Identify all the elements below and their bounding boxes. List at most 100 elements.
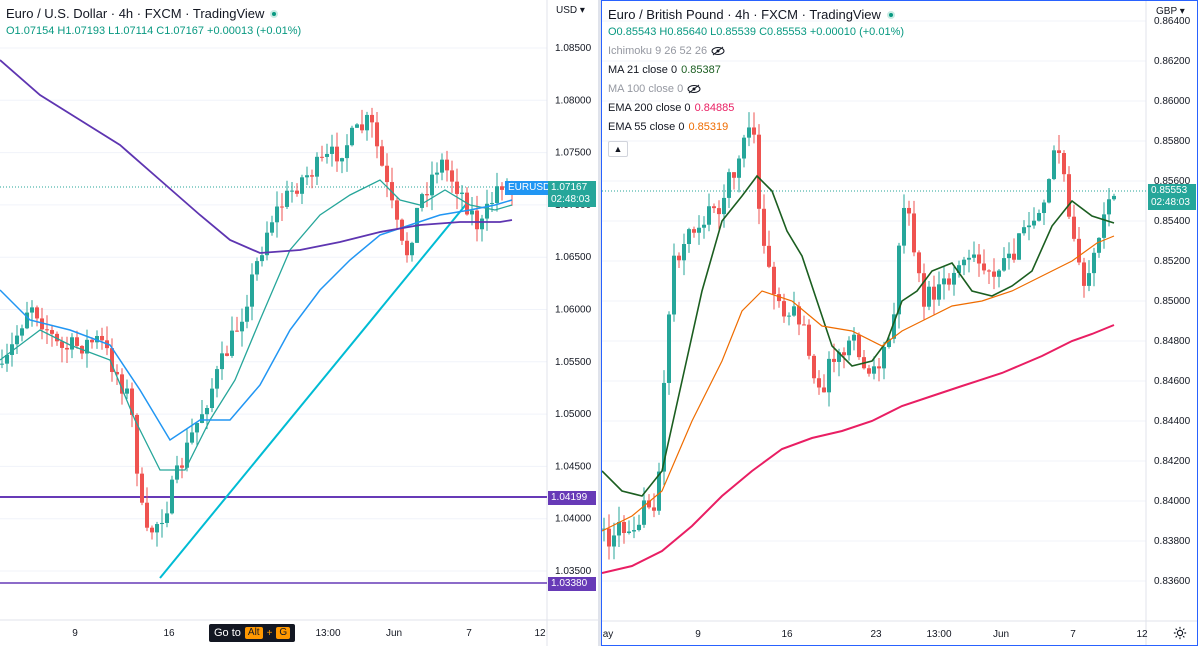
candle-body bbox=[742, 137, 746, 159]
eurgbp-currency-label[interactable]: GBP ▾ bbox=[1156, 6, 1185, 17]
candle-body bbox=[385, 165, 389, 183]
candle-body bbox=[1092, 252, 1096, 274]
candle-body bbox=[1002, 258, 1006, 271]
eurgbp-chart-panel[interactable]: 0.86400 0.86200 0.86000 0.85800 0.85600 0.854… bbox=[601, 0, 1198, 646]
time-tick-label: 23 bbox=[870, 629, 882, 640]
candle-body bbox=[150, 527, 154, 533]
hidden-eye-icon[interactable] bbox=[711, 46, 725, 56]
price-tick-label: 0.84400 bbox=[1154, 416, 1191, 427]
candle-body bbox=[0, 363, 4, 365]
eurusd-currency-label[interactable]: USD ▾ bbox=[556, 5, 585, 16]
candle-body bbox=[962, 259, 966, 266]
candle-body bbox=[255, 261, 259, 275]
alt-key: Alt bbox=[244, 627, 263, 639]
candle-body bbox=[1097, 237, 1101, 253]
goto-date-button[interactable]: Go to Alt + G bbox=[209, 624, 296, 642]
time-tick-label: 7 bbox=[466, 628, 472, 639]
eurgbp-symbol-title[interactable]: Euro / British Pound · 4h · FXCM · Tradi… bbox=[608, 7, 904, 23]
ema55-line bbox=[602, 235, 1115, 532]
candle-body bbox=[1112, 195, 1116, 200]
eurgbp-ohlc-values: O0.85543 H0.85640 L0.85539 C0.85553 +0.0… bbox=[608, 26, 905, 38]
eurusd-chart-panel[interactable]: 1.085001.080001.075001.070001.065001.060… bbox=[0, 0, 598, 646]
candle-body bbox=[832, 358, 836, 362]
candle-body bbox=[612, 535, 616, 547]
candle-body bbox=[1017, 233, 1021, 260]
eurgbp-chart-canvas[interactable]: 0.86400 0.86200 0.86000 0.85800 0.85600 0.854… bbox=[602, 1, 1198, 646]
candle-body bbox=[185, 442, 189, 468]
eurusd-chart-canvas[interactable]: 1.085001.080001.075001.070001.065001.060… bbox=[0, 0, 598, 646]
candle-body bbox=[455, 181, 459, 194]
market-open-dot-icon bbox=[270, 10, 279, 18]
candle-body bbox=[782, 301, 786, 317]
candle-body bbox=[897, 245, 901, 315]
candle-body bbox=[305, 175, 309, 178]
price-tick-label: 1.08500 bbox=[555, 43, 592, 54]
time-tick-label: 16 bbox=[163, 628, 175, 639]
candle-body bbox=[947, 278, 951, 285]
indicator-row[interactable]: MA 21 close 0 0.85387 bbox=[608, 62, 904, 78]
candle-body bbox=[135, 414, 139, 474]
candle-body bbox=[40, 318, 44, 330]
candle-body bbox=[315, 156, 319, 177]
candle-body bbox=[125, 388, 129, 394]
eurgbp-legend: Euro / British Pound · 4h · FXCM · Tradi… bbox=[608, 7, 904, 157]
time-tick-label: Jun bbox=[993, 629, 1009, 640]
level-1-tag: 1.04199 bbox=[548, 491, 596, 505]
candle-body bbox=[942, 278, 946, 285]
candle-body bbox=[822, 387, 826, 393]
candle-body bbox=[50, 330, 54, 334]
ma-fast-line bbox=[0, 179, 513, 471]
time-tick-label: 9 bbox=[72, 628, 78, 639]
gear-icon[interactable] bbox=[1173, 626, 1187, 640]
candle-body bbox=[245, 306, 249, 322]
candle-body bbox=[952, 272, 956, 285]
price-tick-label: 0.85400 bbox=[1154, 216, 1191, 227]
candle-body bbox=[917, 252, 921, 274]
candle-body bbox=[907, 207, 911, 214]
eurusd-symbol-title[interactable]: Euro / U.S. Dollar · 4h · FXCM · Trading… bbox=[6, 6, 301, 22]
candle-body bbox=[220, 353, 224, 370]
candle-body bbox=[165, 513, 169, 523]
collapse-legend-button[interactable]: ▲ bbox=[608, 141, 628, 157]
price-tick-label: 0.84600 bbox=[1154, 376, 1191, 387]
candle-body bbox=[812, 355, 816, 379]
candle-body bbox=[275, 206, 279, 223]
candle-body bbox=[1007, 253, 1011, 259]
candle-body bbox=[95, 335, 99, 343]
chart-divider[interactable] bbox=[598, 0, 601, 646]
candle-body bbox=[425, 194, 429, 196]
candle-body bbox=[642, 500, 646, 525]
price-tick-label: 0.85600 bbox=[1154, 176, 1191, 187]
time-tick-label: 13:00 bbox=[926, 629, 951, 640]
time-tick-label: Jun bbox=[386, 628, 402, 639]
price-tick-label: 0.84000 bbox=[1154, 496, 1191, 507]
candle-body bbox=[230, 330, 234, 356]
candle-body bbox=[827, 358, 831, 393]
indicator-row[interactable]: EMA 55 close 0 0.85319 bbox=[608, 119, 904, 135]
candle-body bbox=[45, 329, 49, 331]
candle-body bbox=[737, 158, 741, 178]
indicator-row[interactable]: EMA 200 close 0 0.84885 bbox=[608, 100, 904, 116]
candle-body bbox=[697, 227, 701, 233]
ma-slow-line bbox=[0, 59, 513, 254]
candle-body bbox=[637, 524, 641, 531]
candle-body bbox=[285, 190, 289, 207]
candle-body bbox=[622, 521, 626, 533]
price-tick-label: 1.04500 bbox=[555, 461, 592, 472]
candle-body bbox=[662, 382, 666, 472]
price-tick-label: 0.86400 bbox=[1154, 16, 1191, 27]
indicator-row[interactable]: Ichimoku 9 26 52 26 bbox=[608, 43, 904, 59]
ma21-line bbox=[602, 174, 1115, 497]
candle-body bbox=[617, 521, 621, 536]
hidden-eye-icon[interactable] bbox=[687, 84, 701, 94]
candle-body bbox=[310, 175, 314, 177]
eurusd-ohlc-values: O1.07154 H1.07193 L1.07114 C1.07167 +0.0… bbox=[6, 25, 302, 37]
candle-body bbox=[500, 186, 504, 190]
candle-body bbox=[1077, 238, 1081, 263]
candle-body bbox=[1022, 227, 1026, 234]
gridlines bbox=[0, 47, 547, 572]
candle-body bbox=[757, 134, 761, 209]
indicator-row[interactable]: MA 100 close 0 bbox=[608, 81, 904, 97]
candle-body bbox=[470, 210, 474, 215]
candle-body bbox=[887, 338, 891, 347]
